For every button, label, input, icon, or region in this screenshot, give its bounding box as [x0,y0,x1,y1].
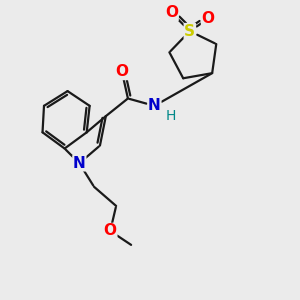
Text: O: O [165,5,178,20]
Text: N: N [148,98,161,113]
Text: H: H [165,109,176,123]
Text: O: O [202,11,214,26]
Text: N: N [73,156,86,171]
Text: S: S [184,24,195,39]
Text: O: O [116,64,128,80]
Text: O: O [104,224,117,238]
